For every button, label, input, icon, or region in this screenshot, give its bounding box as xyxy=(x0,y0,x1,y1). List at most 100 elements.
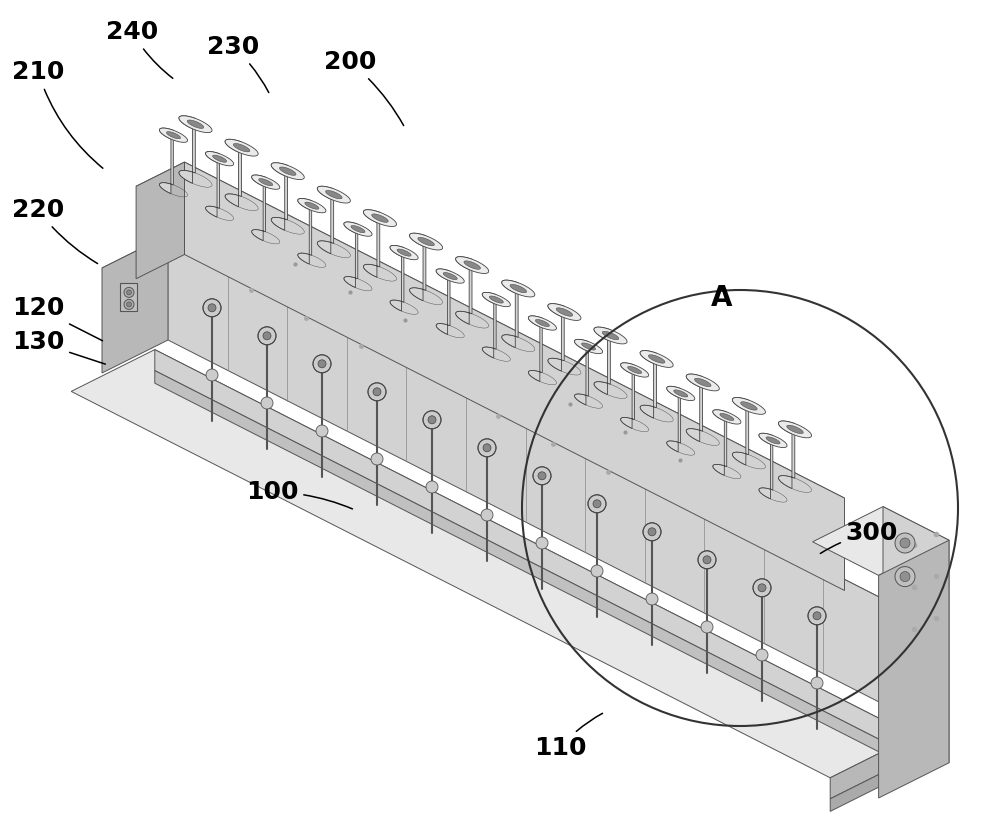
Polygon shape xyxy=(179,116,195,183)
Circle shape xyxy=(371,453,383,465)
Polygon shape xyxy=(686,374,703,442)
Polygon shape xyxy=(482,292,496,358)
Text: 130: 130 xyxy=(12,330,105,364)
Polygon shape xyxy=(489,296,503,303)
Polygon shape xyxy=(351,226,365,232)
Polygon shape xyxy=(648,355,665,363)
Polygon shape xyxy=(102,235,883,632)
Polygon shape xyxy=(830,736,914,799)
Circle shape xyxy=(478,438,496,456)
Polygon shape xyxy=(464,261,480,269)
Polygon shape xyxy=(602,331,619,339)
Circle shape xyxy=(646,593,658,605)
Polygon shape xyxy=(326,191,342,199)
Polygon shape xyxy=(694,378,711,387)
Circle shape xyxy=(900,538,910,548)
Text: 300: 300 xyxy=(820,521,898,554)
Polygon shape xyxy=(528,316,557,330)
Polygon shape xyxy=(409,233,426,301)
Polygon shape xyxy=(830,757,914,811)
Polygon shape xyxy=(667,386,681,452)
Polygon shape xyxy=(259,178,273,186)
Polygon shape xyxy=(883,506,949,763)
Polygon shape xyxy=(594,327,627,344)
Polygon shape xyxy=(594,327,610,394)
Polygon shape xyxy=(732,398,749,465)
Circle shape xyxy=(203,299,221,317)
Polygon shape xyxy=(528,316,542,381)
Polygon shape xyxy=(556,308,573,317)
Polygon shape xyxy=(213,155,227,162)
Circle shape xyxy=(126,290,132,295)
Polygon shape xyxy=(206,151,219,217)
Circle shape xyxy=(895,567,915,587)
Polygon shape xyxy=(397,249,411,256)
Text: 230: 230 xyxy=(207,35,269,92)
Circle shape xyxy=(703,555,711,564)
Polygon shape xyxy=(159,128,173,194)
Polygon shape xyxy=(778,421,795,488)
Polygon shape xyxy=(298,199,312,264)
Polygon shape xyxy=(225,139,258,156)
Polygon shape xyxy=(305,202,319,209)
Text: 240: 240 xyxy=(106,20,173,79)
Circle shape xyxy=(591,565,603,577)
Polygon shape xyxy=(155,371,914,770)
Polygon shape xyxy=(778,421,812,438)
Circle shape xyxy=(368,383,386,401)
Circle shape xyxy=(426,481,438,493)
Polygon shape xyxy=(759,434,773,499)
Polygon shape xyxy=(102,235,168,373)
Polygon shape xyxy=(168,235,883,704)
Circle shape xyxy=(423,411,441,429)
Text: A: A xyxy=(711,284,733,312)
Polygon shape xyxy=(317,187,334,254)
Circle shape xyxy=(533,467,551,485)
Circle shape xyxy=(206,369,218,381)
Text: 120: 120 xyxy=(12,296,103,341)
Polygon shape xyxy=(390,245,418,260)
Polygon shape xyxy=(548,303,564,371)
Polygon shape xyxy=(436,269,450,335)
Polygon shape xyxy=(409,233,443,250)
Polygon shape xyxy=(71,349,914,778)
Polygon shape xyxy=(720,413,734,420)
Polygon shape xyxy=(233,143,250,152)
Circle shape xyxy=(808,607,826,625)
Polygon shape xyxy=(574,339,603,353)
Circle shape xyxy=(318,360,326,368)
Circle shape xyxy=(258,327,276,345)
Text: 110: 110 xyxy=(534,713,603,760)
Polygon shape xyxy=(813,506,949,575)
Polygon shape xyxy=(344,222,358,288)
Circle shape xyxy=(428,416,436,424)
Polygon shape xyxy=(741,402,757,410)
Polygon shape xyxy=(574,339,588,405)
Polygon shape xyxy=(225,139,241,207)
Polygon shape xyxy=(766,437,780,444)
Polygon shape xyxy=(159,128,188,142)
Polygon shape xyxy=(120,283,137,312)
Polygon shape xyxy=(443,272,457,280)
Text: 210: 210 xyxy=(12,60,103,169)
Circle shape xyxy=(124,287,134,298)
Circle shape xyxy=(261,397,273,409)
Polygon shape xyxy=(271,163,288,231)
Circle shape xyxy=(648,528,656,536)
Circle shape xyxy=(753,579,771,597)
Polygon shape xyxy=(252,175,266,240)
Polygon shape xyxy=(713,410,741,424)
Polygon shape xyxy=(317,187,350,203)
Polygon shape xyxy=(879,540,949,798)
Polygon shape xyxy=(390,245,404,311)
Polygon shape xyxy=(363,209,380,277)
Circle shape xyxy=(701,621,713,633)
Polygon shape xyxy=(482,292,510,307)
Polygon shape xyxy=(732,398,765,415)
Polygon shape xyxy=(136,162,844,523)
Polygon shape xyxy=(674,390,688,397)
Circle shape xyxy=(756,649,768,661)
Polygon shape xyxy=(179,116,212,133)
Circle shape xyxy=(208,303,216,312)
Polygon shape xyxy=(713,410,727,475)
